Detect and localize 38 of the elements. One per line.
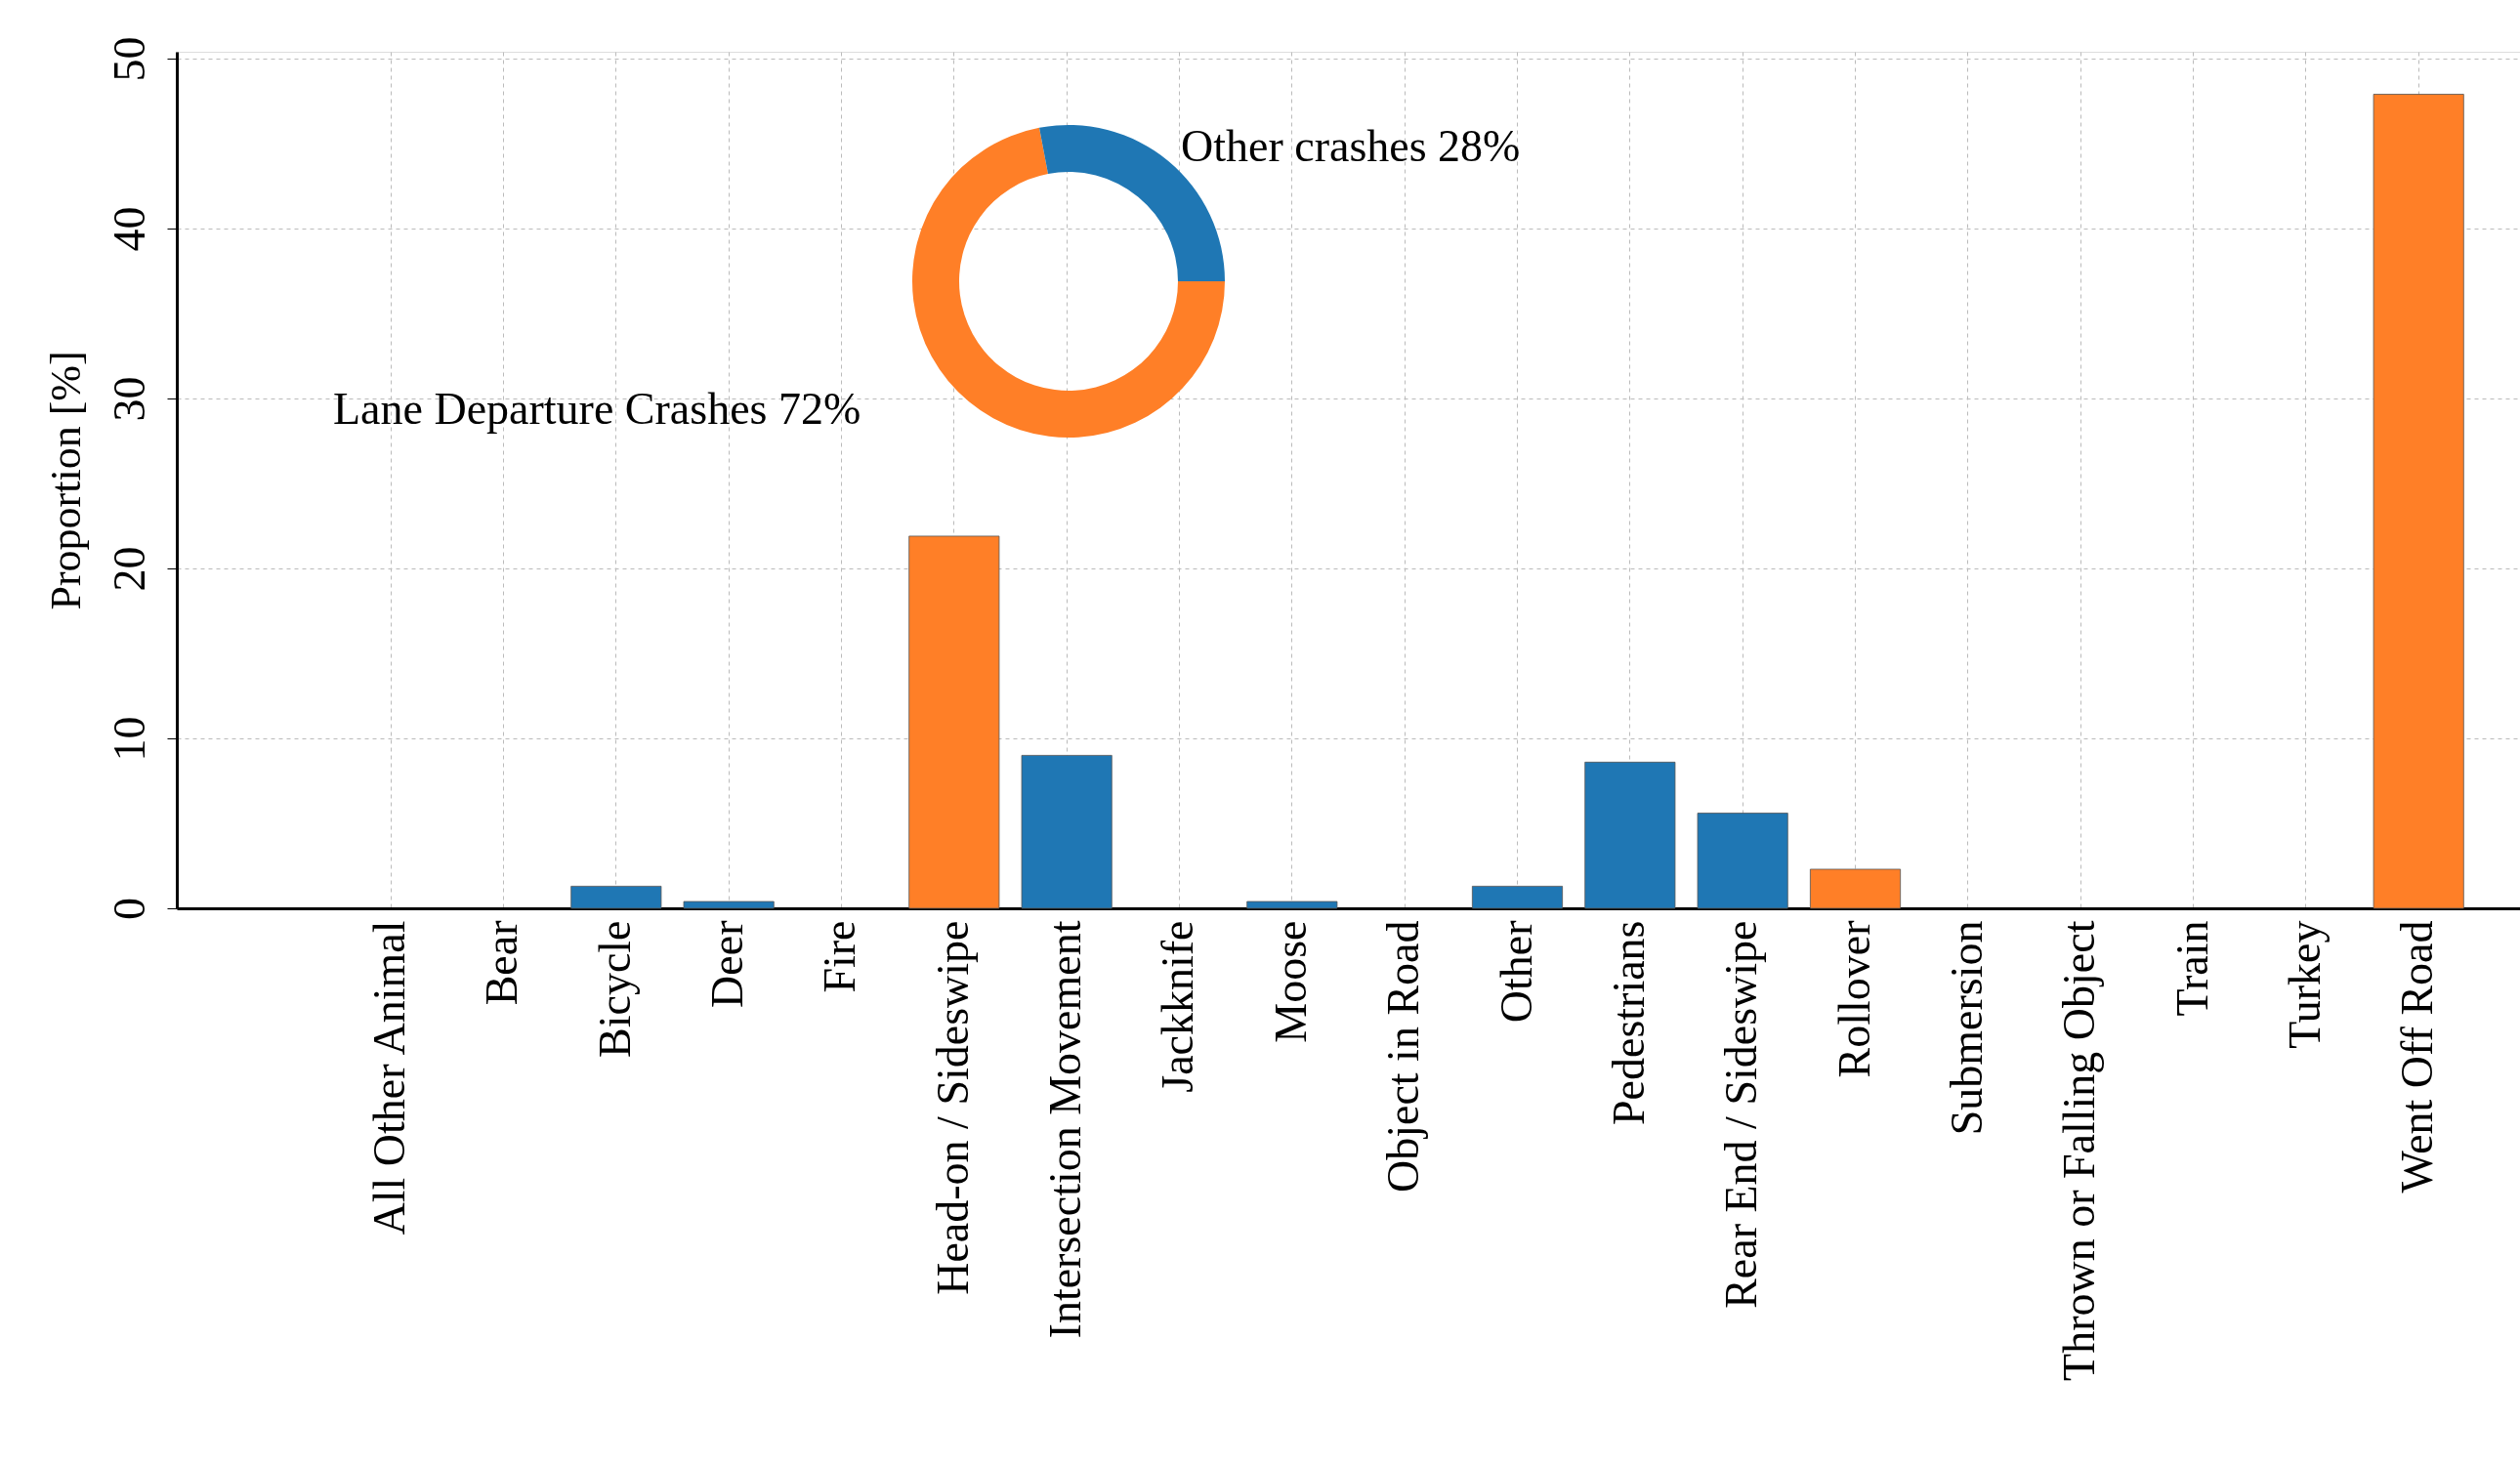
- x-tick-label: Bear: [477, 920, 527, 1006]
- y-tick-label: 40: [104, 206, 154, 252]
- bar: [570, 885, 662, 909]
- bar: [2373, 94, 2464, 909]
- x-tick-label: Intersection Movement: [1040, 920, 1091, 1339]
- x-tick-label: Other: [1491, 920, 1541, 1024]
- bar: [1809, 868, 1902, 909]
- bar: [683, 901, 775, 909]
- y-tick-label: 50: [104, 36, 154, 82]
- x-tick-label: Went Off Road: [2392, 920, 2443, 1194]
- x-tick-label: Train: [2166, 920, 2217, 1017]
- bar: [1697, 813, 1788, 909]
- x-tick-label: Pedestrians: [1603, 920, 1654, 1126]
- x-tick-label: Rollover: [1828, 920, 1879, 1078]
- y-tick-label: 30: [104, 376, 154, 422]
- x-tick-label: Head-on / Sideswipe: [927, 920, 978, 1295]
- x-tick-label: Rear End / Sideswipe: [1716, 920, 1767, 1309]
- slice-label: Lane Departure Crashes 72%: [333, 384, 861, 434]
- y-axis-title: Proportion [%]: [41, 351, 90, 610]
- x-tick-label: Bicycle: [589, 920, 640, 1058]
- x-tick-label: Turkey: [2279, 920, 2330, 1049]
- x-tick-label: Thrown or Falling Object: [2054, 920, 2105, 1381]
- bar: [1021, 754, 1113, 909]
- bar: [1584, 761, 1676, 909]
- x-tick-label: All Other Animal: [364, 920, 415, 1236]
- y-tick-label: 10: [104, 716, 154, 762]
- x-tick-label: Object in Road: [1378, 920, 1429, 1193]
- bar: [1471, 885, 1564, 909]
- x-tick-label: Deer: [702, 920, 753, 1008]
- x-tick-label: Fire: [815, 920, 865, 993]
- bar: [908, 535, 1000, 909]
- slice-label: Other crashes 28%: [1181, 121, 1521, 171]
- bar: [1246, 901, 1338, 909]
- x-tick-label: Jackknife: [1153, 920, 1203, 1093]
- y-tick-label: 20: [104, 546, 154, 592]
- x-tick-label: Moose: [1265, 920, 1316, 1043]
- x-tick-label: Submersion: [1941, 920, 1992, 1136]
- y-tick-label: 0: [104, 898, 154, 920]
